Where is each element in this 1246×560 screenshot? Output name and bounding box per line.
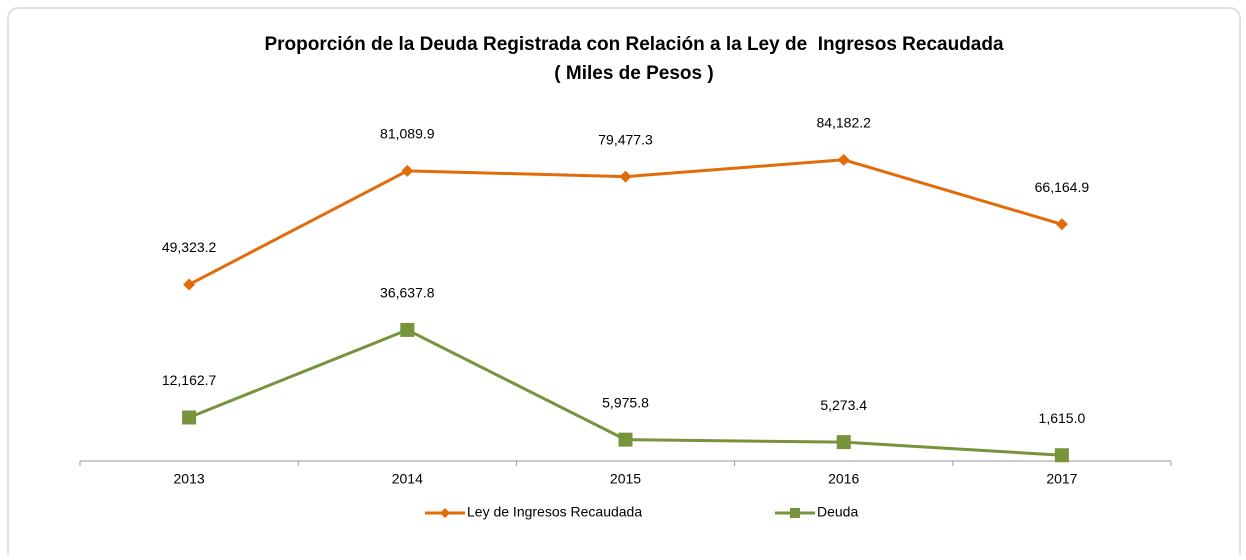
chart-subtitle: ( Miles de Pesos ): [554, 63, 713, 84]
data-label: 36,637.8: [380, 285, 435, 301]
data-label: 84,182.2: [816, 115, 871, 131]
data-point: [182, 410, 197, 425]
x-tick-label: 2013: [174, 471, 205, 487]
data-label: 66,164.9: [1035, 179, 1090, 195]
data-label: 1,615.0: [1039, 410, 1086, 426]
data-point: [837, 153, 850, 166]
data-label: 12,162.7: [162, 372, 217, 388]
data-point: [400, 322, 415, 337]
data-label: 5,975.8: [602, 394, 649, 410]
data-point: [618, 432, 633, 447]
data-point: [183, 278, 196, 291]
x-tick-label: 2015: [610, 471, 641, 487]
legend-label: Ley de Ingresos Recaudada: [467, 504, 642, 520]
x-tick-label: 2017: [1046, 471, 1077, 487]
x-tick-label: 2014: [392, 471, 423, 487]
data-label: 79,477.3: [598, 131, 653, 147]
legend-label: Deuda: [817, 504, 858, 520]
data-label: 81,089.9: [380, 126, 435, 142]
chart-frame: [7, 7, 1241, 560]
data-point: [836, 435, 851, 450]
chart-title: Proporción de la Deuda Registrada con Re…: [264, 34, 1004, 55]
x-tick-label: 2016: [828, 471, 859, 487]
legend-marker: [440, 508, 450, 518]
data-point: [1054, 448, 1069, 463]
data-label: 5,273.4: [820, 397, 867, 413]
data-point: [1055, 218, 1068, 231]
data-point: [401, 164, 414, 177]
legend-marker: [790, 508, 800, 518]
data-point: [619, 170, 632, 183]
data-label: 49,323.2: [162, 239, 217, 255]
